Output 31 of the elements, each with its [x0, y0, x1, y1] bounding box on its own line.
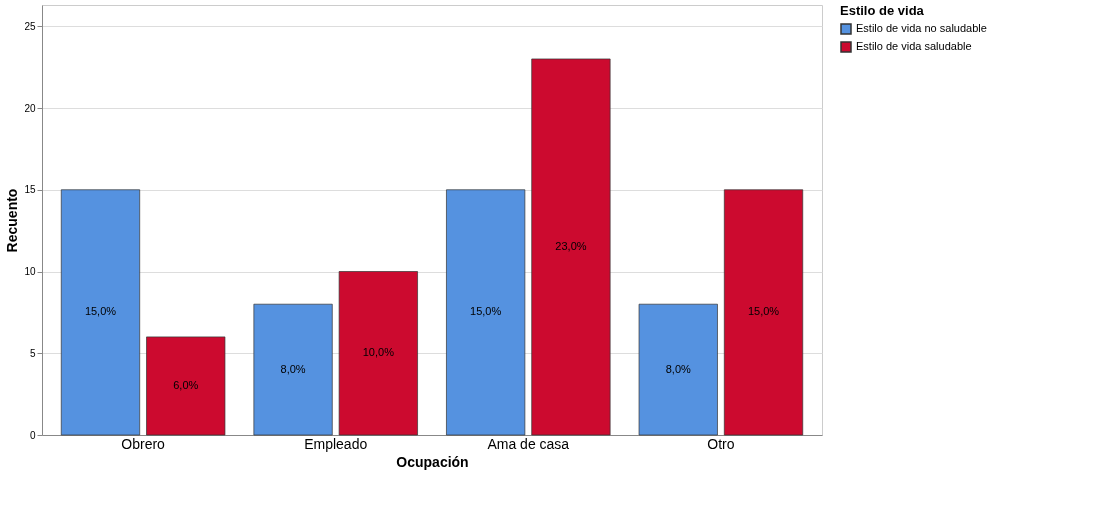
data-label: 8,0%: [665, 362, 692, 375]
legend-label: Estilo de vida saludable: [856, 40, 972, 52]
y-axis-title: Recuento: [4, 188, 21, 253]
y-tick-label: 15: [24, 184, 36, 196]
bar: [146, 336, 226, 436]
data-label: 6,0%: [173, 378, 199, 391]
x-tick-label: Ama de casa: [487, 435, 570, 452]
bar: [446, 189, 526, 436]
legend-title: Estilo de vida: [840, 3, 925, 18]
y-tick-label: 10: [24, 266, 36, 277]
data-label: 23,0%: [555, 239, 587, 252]
bar: [723, 189, 804, 436]
x-tick-label: Empleado: [304, 435, 368, 452]
x-axis-title: Ocupación: [396, 453, 469, 470]
y-tick-label: 5: [29, 347, 36, 359]
bar: [638, 303, 718, 436]
data-label: 15,0%: [747, 305, 780, 318]
x-tick-label: Obrero: [121, 435, 166, 452]
bar: [253, 303, 333, 436]
bar: [531, 58, 611, 436]
legend-label: Estilo de vida no saludable: [856, 22, 987, 34]
data-label: 8,0%: [280, 362, 306, 375]
data-label: 10,0%: [362, 346, 395, 359]
y-tick-label: 25: [24, 20, 36, 32]
bar: [338, 271, 418, 436]
data-label: 15,0%: [470, 305, 502, 318]
x-tick-label: Otro: [707, 435, 735, 452]
bar: [60, 189, 141, 436]
data-label: 15,0%: [84, 305, 117, 318]
y-tick-label: 0: [29, 429, 36, 441]
y-tick-label: 20: [24, 102, 36, 114]
